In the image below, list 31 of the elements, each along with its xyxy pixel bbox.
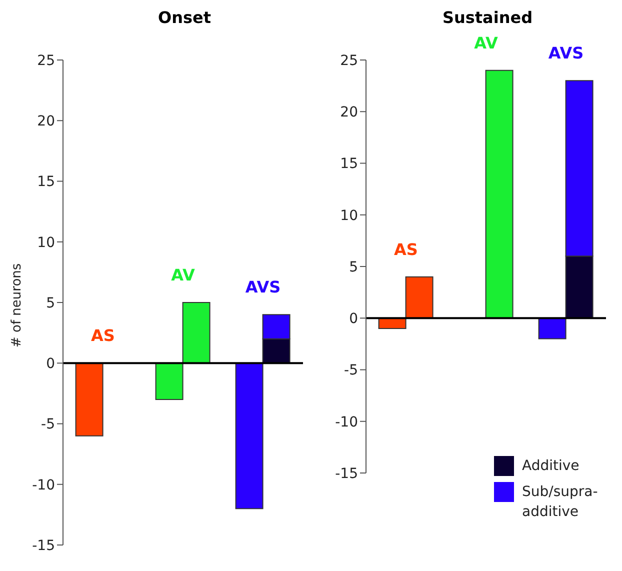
bar (75, 362, 104, 436)
y-tick-label: -15 (32, 538, 55, 554)
chart-title: Onset (156, 8, 212, 29)
x-tick-label: AV (474, 33, 498, 52)
y-tick-label: 10 (37, 234, 55, 251)
legend-label: Additive (522, 457, 580, 476)
y-tick-label: -10 (32, 477, 55, 494)
y-tick-label: 20 (340, 104, 358, 121)
x-tick-label: AVS (245, 278, 281, 297)
y-tick-label: 25 (37, 52, 55, 69)
y-tick-label: 15 (37, 174, 55, 190)
y-tick-label: 0 (46, 356, 55, 372)
y-tick-label: -5 (41, 416, 55, 433)
chart-title: Sustained (441, 8, 534, 29)
y-tick-label: 20 (37, 114, 55, 130)
y-tick-label: 25 (340, 52, 358, 69)
y-tick-label: 0 (349, 311, 358, 328)
y-tick-label: 15 (340, 156, 358, 172)
legend-label: Sub/supra-additive (522, 483, 599, 522)
y-tick-label: 10 (340, 208, 358, 224)
y-axis-title: # of neurons (10, 263, 25, 348)
y-tick-label: -5 (344, 362, 358, 379)
x-tick-label: AS (394, 240, 418, 259)
x-tick-label: AVS (548, 44, 584, 63)
y-tick-label: -15 (335, 466, 358, 482)
x-tick-label: AS (91, 326, 115, 346)
y-tick-label: 5 (46, 295, 55, 312)
bar (485, 70, 514, 319)
y-tick-label: 5 (349, 259, 358, 276)
y-tick-label: -10 (335, 414, 358, 430)
x-tick-label: AV (171, 266, 196, 284)
